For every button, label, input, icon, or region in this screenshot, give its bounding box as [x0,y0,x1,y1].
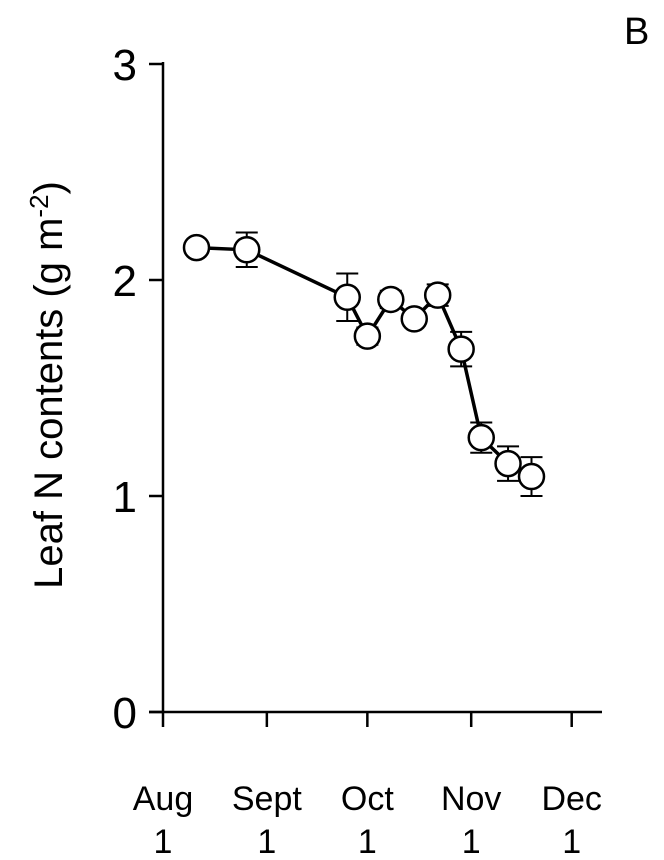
data-point-5 [400,305,428,333]
data-point-3 [353,322,382,350]
x-tick-month-4: Dec [541,780,601,818]
error-bars [185,231,543,497]
x-ticks: Aug 1 Sept 1 Oct 1 Nov 1 Dec 1 [133,712,602,860]
panel-label: B [624,11,649,53]
x-tick-day-2: 1 [358,823,377,860]
data-point-10 [517,462,546,491]
y-tick-label-3: 3 [113,41,137,90]
data-point-9 [494,449,522,478]
y-axis-label-close: ) [27,181,71,194]
x-tick-month-0: Aug [133,780,194,818]
data-points [182,233,546,491]
data-point-8 [467,423,495,452]
data-point-6 [423,281,452,309]
x-tick-month-3: Nov [441,780,501,818]
x-tick-month-2: Oct [341,780,394,818]
y-axis-title: Leaf N contents (g m-2) [24,181,71,589]
x-tick-day-1: 1 [257,823,276,860]
x-tick-day-0: 1 [154,823,173,860]
y-tick-label-0: 0 [113,689,137,738]
data-point-4 [377,285,405,314]
y-ticks: 0 1 2 3 [113,41,163,738]
y-tick-label-1: 1 [113,473,137,522]
data-point-2 [333,283,361,312]
data-point-0 [182,233,211,262]
data-point-1 [233,236,261,264]
y-axis-label-superscript: -2 [24,194,54,217]
data-point-7 [447,335,475,363]
svg-text:Leaf N contents (g m-2): Leaf N contents (g m-2) [24,181,71,589]
y-tick-label-2: 2 [113,257,137,306]
y-axis-label: Leaf N contents (g m [27,218,71,589]
x-tick-month-1: Sept [232,780,302,818]
x-tick-day-3: 1 [462,823,481,860]
x-tick-day-4: 1 [562,823,581,860]
